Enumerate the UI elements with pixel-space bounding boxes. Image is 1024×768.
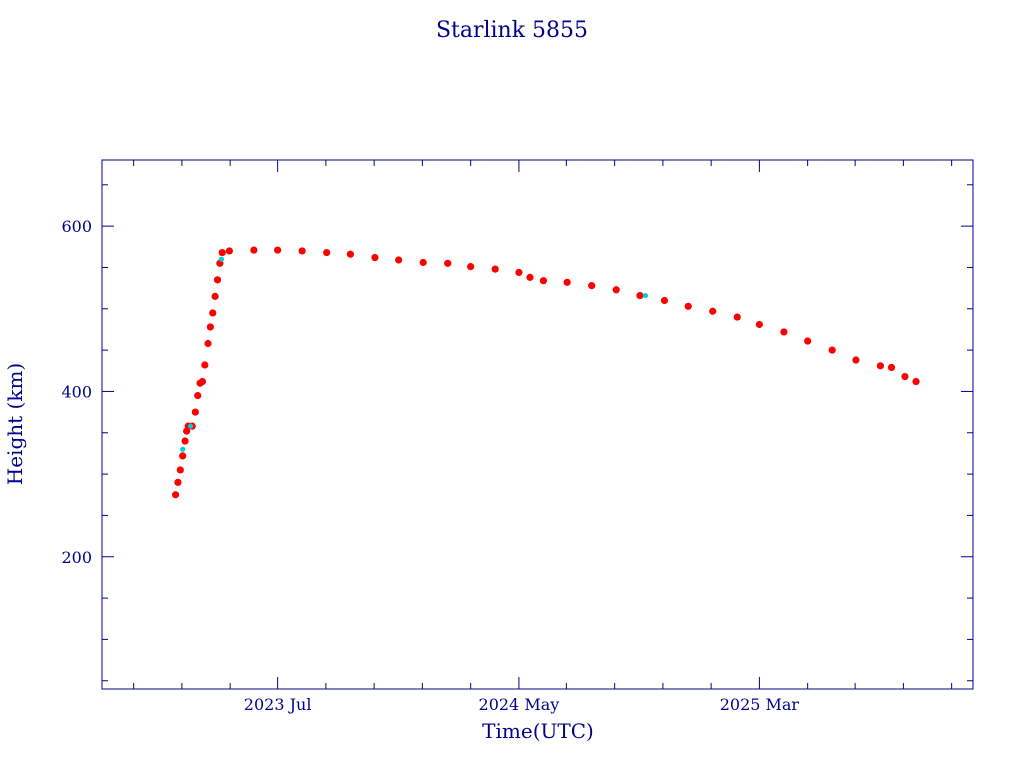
data-point bbox=[467, 263, 475, 271]
data-point bbox=[660, 296, 669, 305]
data-point bbox=[218, 248, 226, 257]
data-point bbox=[612, 286, 620, 294]
data-point bbox=[526, 273, 534, 281]
data-point bbox=[755, 320, 764, 329]
plot-frame bbox=[101, 159, 974, 690]
data-point bbox=[250, 246, 258, 254]
data-point bbox=[194, 391, 202, 400]
data-point bbox=[636, 291, 644, 300]
data-point bbox=[539, 277, 548, 285]
data-point bbox=[887, 363, 896, 372]
x-tick-label: 2024 May bbox=[479, 695, 560, 714]
data-point bbox=[171, 491, 180, 499]
data-point bbox=[176, 466, 184, 474]
highlight-point bbox=[642, 292, 649, 299]
highlight-point bbox=[180, 446, 186, 452]
data-point bbox=[346, 250, 355, 258]
data-point bbox=[733, 313, 741, 321]
data-point bbox=[852, 356, 860, 364]
data-markers bbox=[171, 246, 920, 499]
y-axis-label: Height (km) bbox=[3, 363, 27, 485]
data-point bbox=[588, 282, 596, 290]
data-point bbox=[371, 253, 379, 262]
data-point bbox=[204, 339, 212, 348]
data-point bbox=[213, 276, 222, 284]
highlight-point bbox=[218, 256, 225, 262]
data-point bbox=[912, 377, 920, 386]
data-point bbox=[191, 408, 199, 416]
data-point bbox=[780, 328, 788, 336]
data-point bbox=[444, 259, 452, 267]
y-tick-label: 200 bbox=[61, 548, 92, 567]
x-tick-label: 2023 Jul bbox=[244, 695, 312, 714]
data-point bbox=[174, 478, 182, 486]
data-point bbox=[709, 307, 717, 315]
y-tick-label: 400 bbox=[61, 382, 92, 401]
data-point bbox=[225, 247, 233, 255]
data-point bbox=[323, 248, 331, 257]
data-point bbox=[209, 309, 217, 317]
data-point bbox=[274, 246, 282, 254]
data-point bbox=[206, 323, 214, 331]
x-tick-label: 2025 Mar bbox=[720, 695, 800, 714]
x-axis-label: Time(UTC) bbox=[482, 719, 594, 743]
data-point bbox=[515, 268, 523, 277]
data-point bbox=[901, 372, 909, 381]
data-point bbox=[201, 361, 209, 369]
data-point bbox=[804, 337, 812, 345]
data-point bbox=[491, 265, 499, 273]
data-point bbox=[179, 452, 187, 460]
data-point bbox=[395, 256, 403, 264]
data-point bbox=[828, 346, 836, 354]
data-point bbox=[876, 362, 885, 370]
data-point bbox=[211, 292, 219, 300]
chart-title: Starlink 5855 bbox=[436, 18, 588, 43]
y-tick-label: 600 bbox=[61, 217, 92, 236]
data-point bbox=[419, 258, 427, 267]
data-point bbox=[298, 247, 306, 255]
data-point bbox=[198, 377, 207, 386]
data-point bbox=[563, 278, 571, 286]
highlight-point bbox=[188, 423, 194, 429]
axis-ticks: 2023 Jul 2024 May 2025 Mar 200 400 600 bbox=[61, 160, 973, 714]
data-point bbox=[181, 437, 189, 445]
data-point bbox=[684, 302, 692, 310]
